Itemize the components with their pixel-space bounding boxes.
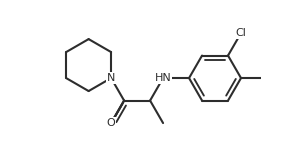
Text: Cl: Cl bbox=[236, 28, 246, 38]
Text: O: O bbox=[107, 118, 115, 128]
Text: N: N bbox=[107, 73, 115, 83]
Text: HN: HN bbox=[155, 73, 171, 83]
